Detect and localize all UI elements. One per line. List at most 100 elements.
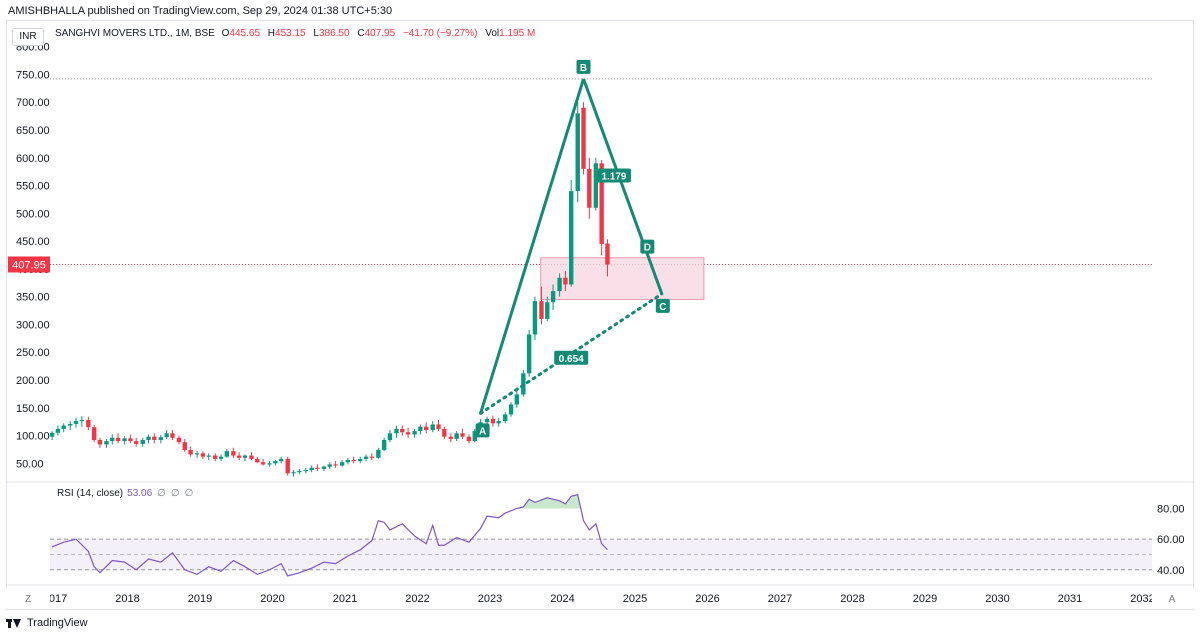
candle bbox=[279, 458, 284, 462]
rsi-overbought-fill bbox=[516, 494, 581, 509]
candle bbox=[267, 463, 272, 465]
point-b-label: B bbox=[580, 63, 587, 74]
rsi-marker-1: ∅ bbox=[157, 488, 166, 499]
ratio-label-1: 0.654 bbox=[559, 354, 584, 365]
candle bbox=[345, 460, 351, 463]
rsi-value: 53.06 bbox=[127, 488, 153, 499]
target-zone bbox=[540, 257, 705, 300]
candle bbox=[255, 458, 260, 463]
candle bbox=[569, 191, 574, 285]
candle bbox=[182, 442, 187, 450]
candle bbox=[134, 441, 139, 444]
candle bbox=[128, 438, 133, 442]
ohlc-legend: SANGHVI MOVERS LTD., 1M, BSE O445.65 H45… bbox=[55, 28, 540, 39]
price-tick-label: 200.00 bbox=[16, 375, 50, 387]
candle bbox=[200, 453, 206, 457]
currency-badge[interactable]: INR bbox=[12, 28, 44, 46]
candle bbox=[61, 425, 66, 429]
time-tick-label: 2022 bbox=[405, 593, 429, 605]
last-price-badge bbox=[8, 256, 50, 273]
candle bbox=[164, 433, 169, 438]
candle bbox=[593, 163, 599, 208]
candle bbox=[448, 436, 454, 439]
point-d-label-bg bbox=[640, 239, 655, 254]
price-axis: 50.00 100.00 150.00 200.00 250.00 300.00 350.0… bbox=[8, 42, 50, 470]
rsi-title: RSI (14, close) bbox=[57, 488, 124, 499]
ratio-label-2-bg bbox=[596, 168, 631, 183]
candle bbox=[218, 456, 224, 459]
candle bbox=[140, 440, 145, 444]
time-tick-label: 2030 bbox=[985, 593, 1009, 605]
candle bbox=[224, 451, 230, 457]
candle bbox=[387, 433, 393, 440]
point-c-label-bg bbox=[655, 298, 670, 313]
volume-value: 1.195 M bbox=[499, 28, 536, 39]
candle bbox=[369, 456, 375, 458]
time-tick-label: 2026 bbox=[695, 593, 719, 605]
high-value: 453.15 bbox=[275, 28, 306, 39]
candle bbox=[291, 472, 296, 474]
candle bbox=[49, 432, 55, 437]
candle bbox=[418, 426, 423, 432]
chart-frame bbox=[6, 20, 1194, 610]
time-tick-label: 2019 bbox=[188, 593, 212, 605]
candle bbox=[104, 441, 109, 445]
candle bbox=[557, 277, 562, 292]
tradingview-footer: TradingView bbox=[6, 614, 88, 632]
publisher-credit: AMISHBHALLA published on TradingView.com… bbox=[8, 5, 393, 17]
time-tick-label: 2029 bbox=[913, 593, 937, 605]
tradingview-brand: TradingView bbox=[27, 617, 88, 629]
candle bbox=[490, 418, 496, 424]
candle bbox=[333, 464, 338, 466]
candle bbox=[605, 243, 610, 265]
candle bbox=[454, 433, 459, 439]
auto-scale-icon[interactable]: A bbox=[1169, 594, 1176, 605]
candle bbox=[339, 462, 345, 466]
candle bbox=[79, 420, 85, 422]
time-tick-label: 2023 bbox=[478, 593, 502, 605]
rsi-tick-label: 60.00 bbox=[1157, 534, 1185, 546]
axis-left-mask bbox=[6, 588, 50, 608]
change-value: −41.70 (−9.27%) bbox=[402, 28, 478, 39]
price-tick-label: 700.00 bbox=[16, 97, 50, 109]
candle bbox=[412, 431, 417, 435]
price-tick-label: 50.00 bbox=[16, 458, 44, 470]
candle bbox=[514, 394, 520, 405]
candle bbox=[236, 455, 242, 458]
candle bbox=[242, 455, 248, 458]
ratio-label-1-bg bbox=[554, 350, 589, 365]
rsi-tick-label: 80.00 bbox=[1157, 504, 1185, 516]
candle bbox=[539, 301, 544, 319]
candle bbox=[188, 450, 193, 455]
candle bbox=[273, 461, 278, 464]
candle bbox=[599, 163, 604, 244]
tradingview-logo-icon bbox=[6, 617, 22, 629]
candle bbox=[303, 470, 309, 472]
candle bbox=[526, 334, 532, 374]
candle bbox=[545, 302, 550, 319]
candle bbox=[496, 421, 501, 424]
point-b-label-bg bbox=[576, 59, 591, 74]
candle bbox=[575, 113, 580, 192]
zoom-icon[interactable]: Z bbox=[25, 594, 31, 605]
price-tick-label: 450.00 bbox=[16, 236, 50, 248]
low-value: 386.50 bbox=[318, 28, 350, 39]
candle bbox=[73, 421, 79, 424]
target-zone-layer bbox=[540, 257, 705, 300]
candle bbox=[563, 277, 568, 285]
ratio-label-2: 1.179 bbox=[601, 172, 626, 183]
time-tick-label: 2021 bbox=[333, 593, 357, 605]
point-d-label: D bbox=[644, 243, 651, 254]
point-a-label-bg bbox=[475, 423, 490, 438]
time-tick-label: 2028 bbox=[840, 593, 864, 605]
candle bbox=[309, 467, 314, 470]
candle bbox=[170, 433, 175, 438]
price-tick-label: 600.00 bbox=[16, 153, 50, 165]
candle bbox=[327, 464, 332, 467]
candle bbox=[484, 418, 490, 423]
price-tick-label: 750.00 bbox=[16, 69, 50, 81]
low-label: L bbox=[313, 28, 319, 39]
volume-label: Vol bbox=[485, 28, 500, 39]
time-tick-label: 2032 bbox=[1130, 593, 1154, 605]
